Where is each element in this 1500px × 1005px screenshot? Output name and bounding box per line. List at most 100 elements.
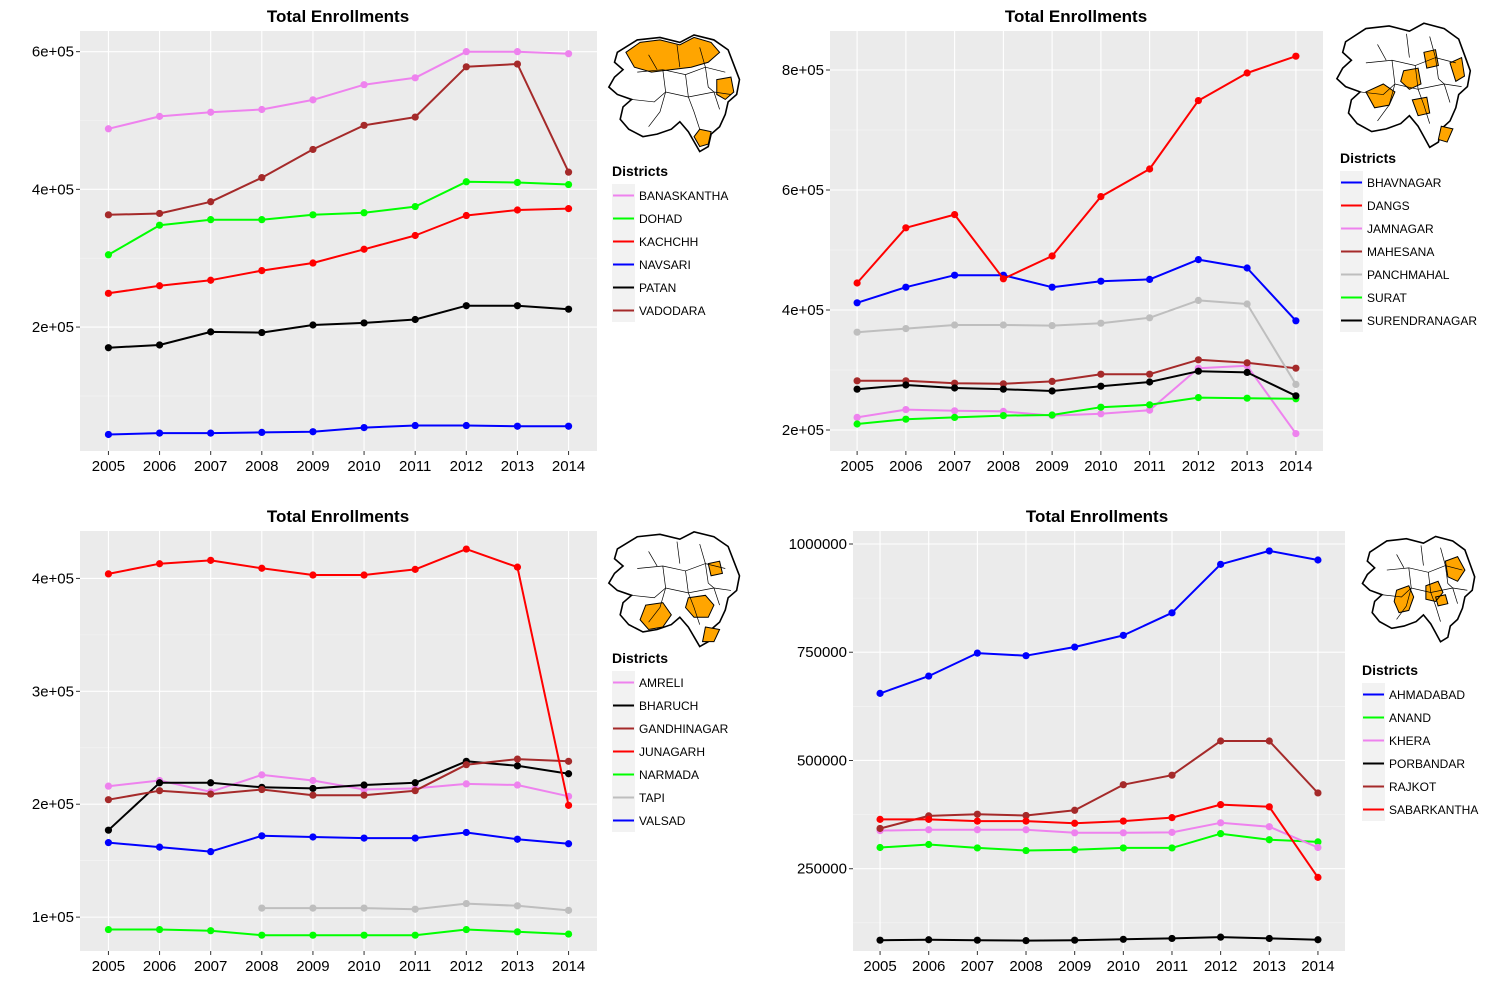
data-point xyxy=(973,810,981,818)
data-point xyxy=(876,689,884,697)
x-tick-label: 2009 xyxy=(296,958,329,975)
data-point xyxy=(513,781,522,789)
series-line xyxy=(108,50,569,130)
legend-title: Districts xyxy=(1362,662,1418,678)
x-tick-label: 2005 xyxy=(92,958,125,975)
data-point xyxy=(309,931,317,939)
map-district-border xyxy=(1382,588,1467,597)
data-point xyxy=(360,834,368,842)
x-tick-label: 2012 xyxy=(450,958,483,975)
series-khera xyxy=(876,819,1322,852)
data-point xyxy=(258,216,266,224)
data-point xyxy=(258,931,266,939)
data-point xyxy=(411,834,419,842)
data-point xyxy=(513,302,522,310)
data-point xyxy=(462,48,470,56)
data-point xyxy=(207,429,215,437)
data-point xyxy=(258,174,266,182)
data-point xyxy=(1119,817,1127,825)
data-point xyxy=(104,125,113,133)
data-point xyxy=(1071,643,1079,651)
x-tick-label: 2007 xyxy=(938,458,971,475)
data-point xyxy=(564,422,573,430)
data-point xyxy=(876,843,884,852)
x-tick-label: 2012 xyxy=(450,458,483,475)
data-point xyxy=(876,824,884,833)
series-surendranagar xyxy=(853,367,1300,400)
series-line xyxy=(107,180,569,256)
data-point xyxy=(411,113,419,121)
series-anand xyxy=(876,830,1322,855)
data-point xyxy=(564,770,573,778)
y-tick-label: 1e+05 xyxy=(32,909,74,926)
data-point xyxy=(309,321,317,329)
data-point xyxy=(309,791,317,799)
data-point xyxy=(1048,411,1056,419)
data-point xyxy=(1292,317,1300,325)
data-point xyxy=(853,279,861,287)
data-point xyxy=(564,50,573,58)
legend-title: Districts xyxy=(612,163,668,179)
chart-panel-2: 2e+05 4e+05 6e+05 8e+05 2005 2006 2007 2008 2009… xyxy=(782,7,1477,475)
y-tick-label: 8e+05 xyxy=(782,62,824,79)
data-point xyxy=(155,209,164,218)
data-point xyxy=(462,545,470,553)
data-point xyxy=(876,815,884,823)
data-point xyxy=(1265,836,1273,844)
data-point xyxy=(309,259,317,267)
data-point xyxy=(155,843,164,851)
data-point xyxy=(360,931,368,939)
data-point xyxy=(1314,873,1322,881)
data-point xyxy=(853,299,861,307)
data-point xyxy=(513,422,522,430)
legend-label: BHARUCH xyxy=(639,699,698,713)
series-vadodara xyxy=(104,60,573,219)
data-point xyxy=(564,906,573,914)
data-point xyxy=(1168,934,1176,943)
data-point xyxy=(1071,846,1079,854)
data-point xyxy=(1022,652,1030,660)
chart-panel-4: 250000 500000 750000 1000000 2005 2006 2007 200… xyxy=(789,507,1479,975)
data-point xyxy=(309,211,317,219)
map-district-border xyxy=(1360,84,1462,95)
data-point xyxy=(564,180,573,189)
data-point xyxy=(513,60,522,68)
x-tick-label: 2008 xyxy=(1009,958,1042,975)
x-tick-label: 2014 xyxy=(552,458,585,475)
series-line xyxy=(880,821,1319,849)
data-point xyxy=(951,271,959,279)
data-point xyxy=(1194,97,1202,105)
y-tick-label: 500000 xyxy=(797,752,847,769)
data-point xyxy=(951,407,959,415)
data-point xyxy=(973,817,981,825)
legend-label: JUNAGARH xyxy=(639,745,705,759)
data-point xyxy=(1265,823,1273,831)
data-point xyxy=(155,560,164,568)
data-point xyxy=(360,571,368,579)
map-district-border xyxy=(637,564,725,571)
data-point xyxy=(1243,264,1251,272)
y-tick-label: 6e+05 xyxy=(32,44,74,61)
data-point xyxy=(902,325,910,333)
series-line xyxy=(108,424,569,436)
data-point xyxy=(999,412,1007,420)
data-point xyxy=(1146,401,1154,409)
series-narmada xyxy=(104,925,573,939)
data-point xyxy=(876,936,884,944)
data-point xyxy=(360,319,368,327)
data-point xyxy=(951,211,959,219)
series-gandhinagar xyxy=(104,755,573,804)
chart-title: Total Enrollments xyxy=(1026,507,1168,526)
x-tick-label: 2009 xyxy=(1058,958,1091,975)
series-kachchh xyxy=(104,205,573,297)
data-point xyxy=(1314,789,1322,797)
x-tick-label: 2007 xyxy=(961,958,994,975)
data-point xyxy=(513,48,522,56)
data-point xyxy=(462,780,470,788)
data-point xyxy=(462,302,470,310)
map-district-border xyxy=(686,571,700,625)
series-line xyxy=(108,63,570,216)
data-point xyxy=(411,787,419,795)
x-tick-label: 2011 xyxy=(399,458,431,475)
data-point xyxy=(1071,819,1079,827)
